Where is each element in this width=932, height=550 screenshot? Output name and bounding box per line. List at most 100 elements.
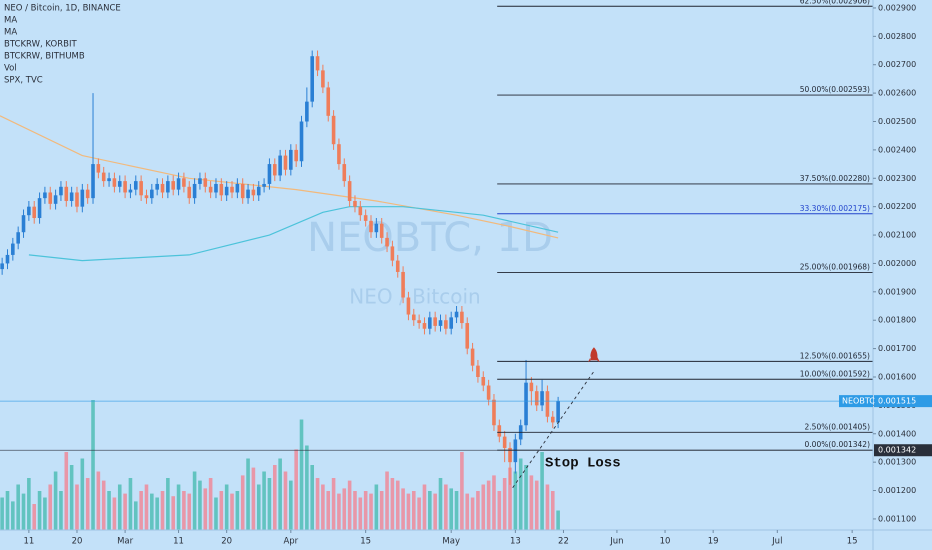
volume-bar [411, 491, 416, 530]
volume-bar [390, 478, 395, 530]
candle-body [64, 186, 69, 201]
volume-bar [305, 445, 309, 530]
y-tick-label: 0.001200 [878, 486, 916, 495]
candle-body [27, 206, 31, 216]
candle-body [444, 320, 448, 329]
candle-body [133, 181, 138, 190]
volume-bar [502, 478, 507, 530]
legend-entry: SPX, TVC [4, 76, 43, 86]
volume-bar [123, 493, 127, 530]
x-tick-label: Mar [117, 537, 134, 547]
volume-bar [203, 488, 208, 530]
candle-body [470, 348, 475, 366]
volume-bar [246, 458, 250, 530]
volume-bar [428, 491, 432, 530]
candle-body [59, 186, 63, 196]
candle-body [540, 391, 544, 406]
candle-body [411, 314, 416, 321]
candle-body [406, 297, 411, 315]
moving-average [0, 115, 559, 239]
candle-body [347, 181, 352, 201]
candle-body [117, 181, 122, 187]
candle-body [0, 263, 4, 270]
candle-body [310, 56, 315, 102]
volume-bar [214, 497, 218, 530]
x-tick-label: May [442, 537, 460, 547]
y-tick-label: 0.002700 [878, 60, 916, 69]
volume-bar [321, 484, 325, 530]
candle-body [283, 155, 288, 170]
fib-label: 50.00%(0.002593) [800, 85, 870, 94]
volume-bar [16, 484, 20, 530]
candle-body [144, 195, 149, 199]
candle-body [21, 215, 26, 233]
volume-bar [96, 471, 101, 530]
candle-body [374, 223, 379, 233]
volume-bar [251, 467, 256, 530]
volume-bar [27, 478, 31, 530]
x-tick-label: 20 [221, 537, 232, 547]
volume-bar [187, 493, 192, 530]
volume-bar [534, 480, 539, 530]
y-tick-label: 0.001300 [878, 458, 916, 467]
volume-bar [182, 491, 186, 530]
volume-bar [69, 465, 74, 530]
y-tick-label: 0.002900 [878, 3, 916, 12]
candle-body [315, 56, 320, 71]
volume-bar [476, 491, 480, 530]
candle-body [107, 178, 111, 182]
candle-body [262, 183, 266, 187]
x-tick-label: 15 [360, 537, 371, 547]
candle-body [358, 206, 363, 216]
volume-bar [32, 504, 37, 530]
moving-average [28, 206, 559, 262]
price-tag [874, 444, 932, 457]
volume-bar [133, 501, 138, 530]
candle-body [171, 181, 176, 190]
candle-body [497, 425, 502, 437]
volume-bar [11, 501, 15, 530]
volume-bar [529, 475, 534, 530]
volume-bar [278, 458, 282, 530]
volume-bar [112, 497, 117, 530]
fib-label: 62.50%(0.002906) [800, 0, 870, 5]
volume-bar [518, 458, 523, 530]
volume-bar [272, 465, 277, 530]
candle-body [395, 260, 400, 272]
candle-body [353, 200, 357, 207]
candle-body [139, 181, 143, 196]
legend-entry: MA [4, 28, 17, 38]
volume-bar [326, 491, 331, 530]
candle-body [481, 376, 486, 386]
volume-bar [401, 488, 405, 530]
volume-bar [465, 493, 470, 530]
volume-bar [160, 491, 165, 530]
y-tick-label: 0.001700 [878, 344, 916, 353]
candle-body [502, 436, 507, 448]
volume-bar [481, 484, 486, 530]
candle-body [428, 317, 432, 329]
fib-label: 25.00%(0.001968) [800, 263, 870, 272]
candle-body [449, 317, 454, 329]
candle-body [11, 243, 15, 255]
volume-bar [486, 480, 491, 530]
volume-bar [107, 491, 111, 530]
volume-bar [37, 491, 42, 530]
volume-bar [5, 491, 10, 530]
candle-body [150, 189, 154, 199]
candle-body [390, 246, 395, 261]
candle-body [240, 183, 245, 199]
fib-label: 12.50%(0.001655) [800, 351, 870, 360]
x-tick-label: 11 [23, 537, 34, 547]
volume-bar [53, 471, 58, 530]
volume-bar [540, 452, 544, 530]
volume-bar [374, 484, 379, 530]
volume-bar [256, 484, 261, 530]
y-tick-label: 0.001900 [878, 287, 916, 296]
volume-bar [224, 484, 229, 530]
candle-body [492, 399, 496, 426]
volume-bar [85, 478, 90, 530]
candle-body [235, 183, 240, 193]
